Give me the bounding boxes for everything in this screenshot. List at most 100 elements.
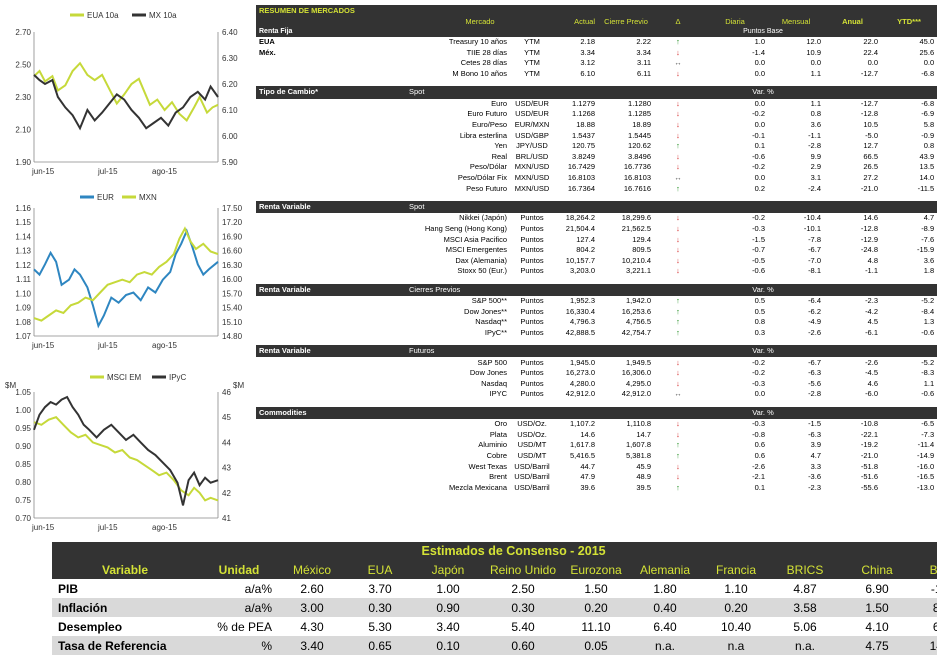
arrow-down-icon: ↓ (676, 245, 680, 255)
row-monthly: -3.6 (808, 472, 821, 482)
row-ytd: -11.5 (917, 183, 935, 193)
row-monthly: 1.1 (810, 98, 821, 108)
consensus-row: Desempleo % de PEA 4.30 5.30 3.40 5.40 11.10 6.… (52, 617, 937, 636)
row-region (256, 58, 406, 69)
row-monthly: 10.9 (806, 47, 821, 57)
arrow-up-icon: ↑ (676, 451, 680, 461)
row-name: Euro/Peso (471, 120, 507, 130)
header-mercado: Mercado (406, 16, 554, 27)
row-name: West Texas (468, 461, 508, 471)
row-daily: 0.0 (754, 173, 765, 183)
legend-label: EUR (97, 193, 114, 202)
arrow-up-icon: ↑ (676, 183, 680, 193)
row-actual: 2.18 (580, 37, 595, 47)
row-unit: BRL/USD (515, 151, 549, 161)
left-tick-label: 0.70 (15, 514, 31, 523)
consensus-value: 1.50 (584, 581, 608, 596)
consensus-value: 0.05 (564, 636, 628, 655)
blank (824, 406, 937, 419)
left-tick-label: 1.13 (15, 247, 31, 256)
row-annual: -51.8 (860, 461, 878, 471)
row-name: MSCI Emergentes (445, 245, 507, 255)
row-monthly: 4.7 (810, 451, 821, 461)
row-annual: 26.5 (863, 162, 878, 172)
row-previous: 1,110.8 (626, 419, 651, 429)
row-previous: 1,942.0 (625, 296, 651, 306)
row-actual: 804.2 (576, 245, 595, 255)
arrow-up-icon: ↑ (676, 327, 680, 337)
row-daily: -0.3 (752, 378, 765, 388)
row-actual: 3.12 (580, 58, 595, 68)
row-name: Yen (494, 141, 507, 151)
market-row: Méx. TIIE 28 días YTM 3.34 3.34 ↓ -1.4 10.9 22.4… (256, 48, 937, 59)
renta-variable-futuros-label: Renta Variable (256, 345, 406, 358)
row-daily: -0.3 (752, 223, 765, 233)
consensus-value: 5.30 (368, 619, 392, 634)
row-daily: -0.7 (752, 245, 765, 255)
right-tick-label: 16.00 (222, 275, 243, 284)
consensus-value: 5.40 (511, 619, 535, 634)
consensus-value: 14.30 (914, 636, 937, 655)
row-ytd: -0.6 (921, 327, 935, 337)
row-actual: 16.7429 (567, 162, 595, 172)
row-ytd: 1.1 (923, 378, 935, 388)
row-daily: 0.6 (754, 440, 765, 450)
consensus-header-row: Variable Unidad México EUA Japón Reino Unido E… (52, 560, 937, 579)
row-monthly: -6.4 (808, 296, 821, 306)
row-daily: -0.6 (752, 151, 765, 161)
right-tick-label: 43 (222, 464, 231, 473)
series-line (33, 74, 219, 131)
row-ytd: 1.3 (923, 317, 935, 327)
arrow-up-icon: ↑ (676, 141, 680, 151)
row-name: Peso Futuro (466, 183, 507, 193)
consensus-value: 3.40 (278, 636, 346, 655)
consensus-value: 2.50 (511, 581, 535, 596)
consensus-value: 4.30 (300, 619, 324, 634)
row-annual: -12.7 (860, 98, 878, 108)
row-daily: 0.6 (754, 451, 765, 461)
row-actual: 16,273.0 (565, 368, 595, 378)
row-actual: 1,952.3 (569, 296, 595, 306)
row-daily: 0.0 (754, 120, 765, 130)
consensus-value: 8.50 (914, 598, 937, 617)
row-monthly: 0.8 (810, 109, 821, 119)
row-ytd: 4.7 (923, 213, 935, 223)
row-ytd: -14.9 (917, 451, 935, 461)
consensus-value: 1.50 (840, 598, 914, 617)
row-previous: 4,756.5 (625, 317, 651, 327)
row-monthly: -10.4 (803, 213, 821, 223)
consensus-title-row: Estimados de Consenso - 2015 (52, 542, 937, 560)
market-row: Dow Jones Puntos 16,273.0 16,306.0 ↓ -0.2 -6.3… (256, 368, 937, 379)
right-tick-label: 16.90 (222, 232, 243, 241)
row-actual: 1,617.8 (569, 440, 595, 450)
row-annual: -1.1 (865, 266, 878, 276)
row-previous: 18,299.6 (621, 213, 651, 223)
market-row: S&P 500** Puntos 1,952.3 1,942.0 ↑ 0.5 -6.4 -2.… (256, 296, 937, 307)
row-daily: 1.0 (754, 37, 765, 47)
header-anual: Anual (824, 16, 881, 27)
arrow-down-icon: ↓ (676, 213, 680, 223)
row-annual: 0.0 (867, 58, 878, 68)
row-actual: 10,157.7 (565, 255, 595, 265)
left-tick-label: 2.10 (15, 126, 31, 135)
row-name: Brent (489, 472, 507, 482)
row-previous: 42,912.0 (621, 389, 651, 399)
left-tick-label: 0.85 (15, 460, 31, 469)
spacer-cell (256, 276, 937, 284)
row-monthly: -6.7 (808, 357, 821, 367)
row-unit: Puntos (520, 245, 544, 255)
row-previous: 2.22 (636, 37, 651, 47)
consensus-header-0: Variable (52, 560, 200, 579)
arrow-down-icon: ↓ (676, 266, 680, 276)
renta-variable-spot-var-label (702, 200, 824, 214)
arrow-up-icon: ↑ (676, 296, 680, 306)
row-ytd: 45.0 (919, 37, 935, 47)
row-annual: 12.7 (863, 141, 878, 151)
row-previous: 16.7616 (623, 183, 651, 193)
consensus-row-label: PIB (58, 581, 79, 596)
row-daily: -0.2 (752, 357, 765, 367)
row-ytd: -15.9 (917, 245, 935, 255)
row-monthly: -6.3 (808, 429, 821, 439)
row-monthly: -2.8 (808, 389, 821, 399)
row-name: Plata (489, 429, 507, 439)
